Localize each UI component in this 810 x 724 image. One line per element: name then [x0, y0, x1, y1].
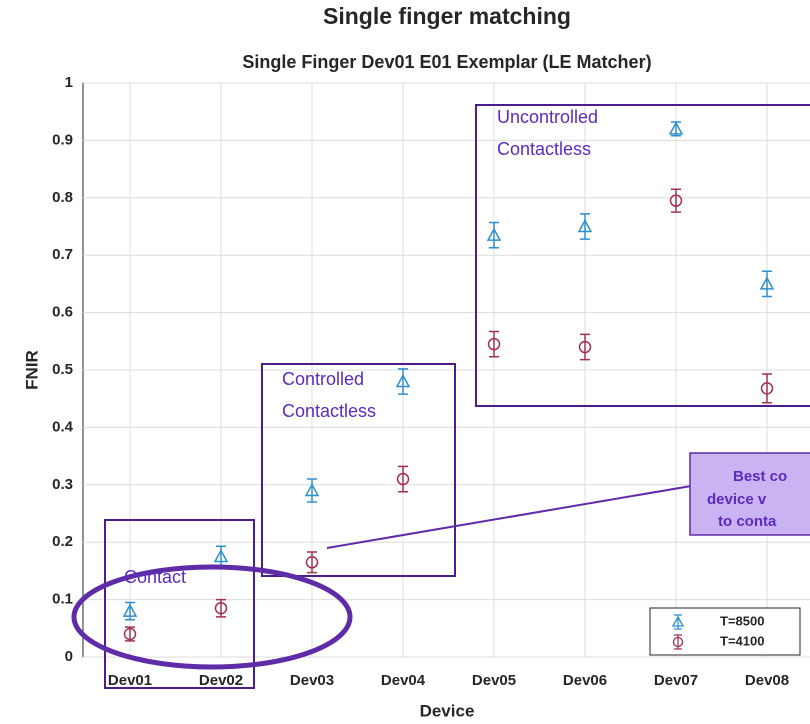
- contact-box: [104, 519, 255, 689]
- x-tick-label: Dev07: [654, 672, 698, 689]
- marker: [305, 556, 319, 569]
- legend-marker: [671, 615, 685, 627]
- marker: [396, 472, 410, 486]
- y-tick-label: 0.5: [52, 361, 73, 378]
- marker: [668, 121, 684, 135]
- error-bar: [398, 368, 408, 395]
- annotation: Contactless: [282, 401, 376, 421]
- y-tick-label: 0.1: [52, 591, 73, 608]
- annotation: Contact: [124, 567, 186, 587]
- error-bar: [671, 188, 681, 213]
- callout-line: [326, 484, 698, 549]
- y-tick-label: 0.7: [52, 246, 73, 263]
- annotation: Uncontrolled: [497, 107, 598, 127]
- legend-marker: [672, 636, 684, 648]
- error-bar: [489, 221, 499, 249]
- error-bar: [398, 465, 408, 493]
- x-axis-label: Device: [420, 701, 475, 720]
- marker: [395, 373, 411, 388]
- legend-label: T=4100: [720, 633, 764, 648]
- marker: [759, 276, 775, 290]
- callout-text: to conta: [718, 513, 777, 530]
- marker: [123, 627, 137, 641]
- marker: [669, 194, 683, 207]
- highlight-ellipse: [71, 564, 353, 670]
- y-tick-label: 0: [65, 648, 73, 665]
- error-bar: [580, 333, 590, 361]
- y-tick-label: 0.3: [52, 476, 73, 493]
- x-tick-label: Dev08: [745, 672, 789, 689]
- marker: [578, 340, 592, 354]
- error-bar: [489, 330, 499, 358]
- legend-label: T=8500: [720, 613, 764, 628]
- y-tick-label: 0.2: [52, 533, 73, 550]
- x-tick-label: Dev01: [108, 672, 152, 689]
- y-tick-label: 0.6: [52, 304, 73, 321]
- x-tick-label: Dev06: [563, 672, 607, 689]
- error-bar: [307, 551, 317, 574]
- legend-box: [649, 607, 801, 656]
- marker: [304, 482, 320, 497]
- error-bar: [762, 270, 772, 298]
- y-tick-label: 0.8: [52, 189, 73, 206]
- chart-title: Single Finger Dev01 E01 Exemplar (LE Mat…: [242, 52, 651, 72]
- x-tick-label: Dev03: [290, 672, 334, 689]
- callout-box: [689, 452, 810, 536]
- x-tick-label: Dev05: [472, 672, 516, 689]
- marker: [214, 601, 228, 615]
- y-tick-label: 1: [65, 74, 73, 91]
- error-bar: [580, 213, 590, 240]
- callout-text: Best co: [733, 468, 787, 485]
- marker: [577, 218, 593, 233]
- y-tick-label: 0.9: [52, 131, 73, 148]
- marker: [760, 382, 774, 395]
- marker: [487, 337, 501, 351]
- error-bar: [307, 478, 317, 503]
- y-axis-label: FNIR: [22, 350, 41, 390]
- controlled-box: [261, 363, 456, 577]
- annotation: Contactless: [497, 139, 591, 159]
- annotation: Controlled: [282, 369, 364, 389]
- x-tick-label: Dev02: [199, 672, 243, 689]
- x-tick-label: Dev04: [381, 672, 426, 689]
- error-bar: [125, 626, 135, 642]
- marker: [213, 548, 229, 563]
- callout-text: device v: [707, 491, 767, 508]
- error-bar: [762, 373, 772, 404]
- y-tick-label: 0.4: [52, 418, 74, 435]
- marker: [122, 603, 138, 617]
- uncontrolled-box: [475, 104, 810, 407]
- marker: [486, 227, 502, 241]
- page-title: Single finger matching: [323, 3, 571, 29]
